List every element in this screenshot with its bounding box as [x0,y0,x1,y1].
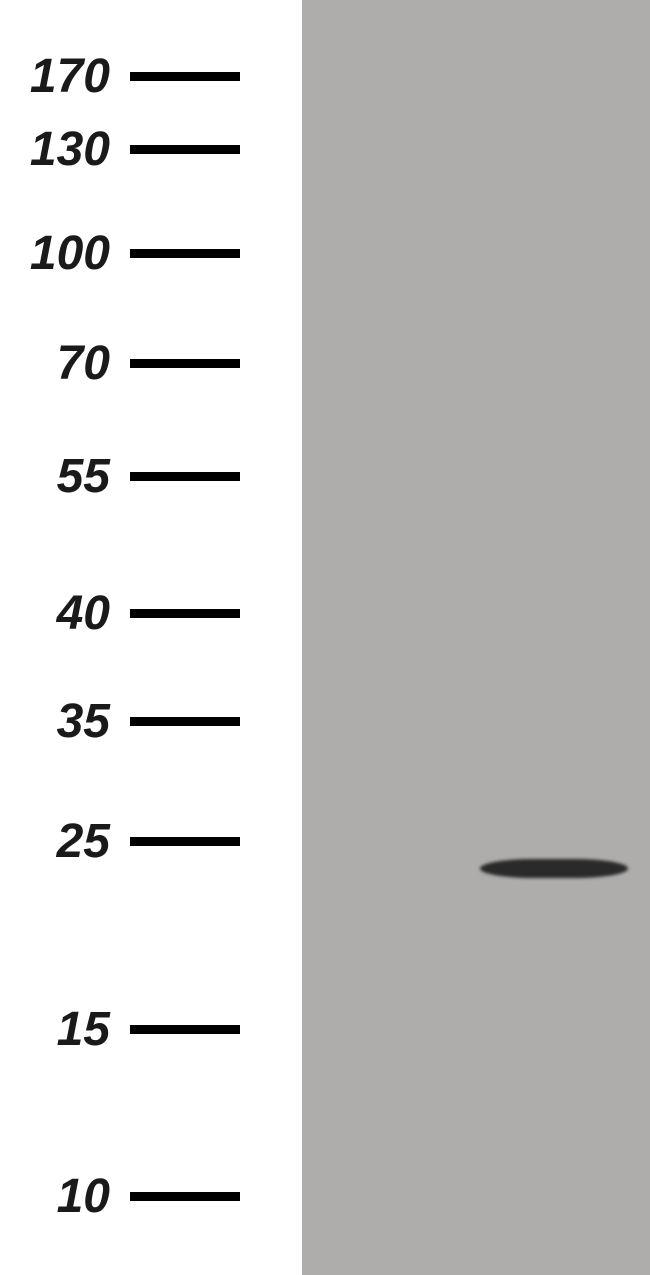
mw-marker-label: 35 [0,694,130,749]
mw-marker: 35 [0,694,300,749]
mw-marker-tick [130,249,240,258]
mw-marker-label: 130 [0,122,130,177]
mw-marker-tick [130,1192,240,1201]
mw-marker-tick [130,145,240,154]
gel-lane [302,0,460,1275]
mw-marker-label: 100 [0,226,130,281]
mw-marker-tick [130,837,240,846]
mw-marker-label: 40 [0,586,130,641]
mw-marker-tick [130,609,240,618]
molecular-weight-ladder: 170 130 100 70 55 40 35 25 15 10 [0,0,300,1275]
mw-marker-label: 170 [0,49,130,104]
mw-marker-tick [130,1025,240,1034]
mw-marker-label: 25 [0,814,130,869]
mw-marker-tick [130,72,240,81]
mw-marker: 10 [0,1169,300,1224]
gel-membrane [302,0,650,1275]
mw-marker: 25 [0,814,300,869]
mw-marker-label: 10 [0,1169,130,1224]
mw-marker-tick [130,472,240,481]
mw-marker: 70 [0,336,300,391]
mw-marker: 170 [0,49,300,104]
protein-band [480,859,628,878]
gel-lane [460,0,650,1275]
mw-marker-tick [130,359,240,368]
mw-marker: 40 [0,586,300,641]
mw-marker-label: 70 [0,336,130,391]
mw-marker-label: 15 [0,1002,130,1057]
mw-marker: 130 [0,122,300,177]
mw-marker: 100 [0,226,300,281]
mw-marker: 15 [0,1002,300,1057]
mw-marker-tick [130,717,240,726]
western-blot: 170 130 100 70 55 40 35 25 15 10 [0,0,650,1275]
mw-marker-label: 55 [0,449,130,504]
mw-marker: 55 [0,449,300,504]
